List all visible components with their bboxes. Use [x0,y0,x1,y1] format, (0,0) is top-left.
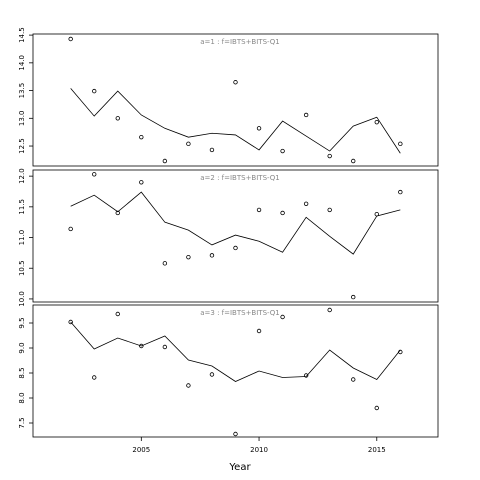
point [303,112,309,118]
point [280,148,285,154]
line [70,191,401,255]
y-tick-label: 8.0 [18,392,26,403]
point [303,201,309,206]
point [68,319,73,325]
panel-title: a=3 : f=IBTS+BITS-Q1 [200,309,280,317]
point [92,172,97,177]
x-axis-label: Year [228,462,251,473]
point [92,88,97,94]
point [68,36,73,42]
point [351,377,356,382]
x-tick-label: 2015 [368,446,386,454]
x-tick-label: 2010 [250,446,268,454]
point [280,314,285,320]
point [162,158,168,164]
line [70,321,401,382]
panel-frame [32,33,439,167]
point [186,141,191,147]
y-tick-label: 11.0 [18,230,26,246]
point [233,245,238,251]
y-tick-label: 8.5 [18,367,26,378]
y-tick-label: 9.5 [18,317,26,328]
panel-title: a=2 : f=IBTS+BITS-Q1 [200,174,280,182]
point [256,328,262,334]
x-tick-label: 2005 [132,446,150,454]
panel-frame [32,304,439,438]
y-tick-label: 12.5 [18,138,26,154]
point [209,147,215,153]
point [351,294,356,300]
point [92,375,97,380]
point [68,226,73,232]
y-tick-label: 11.5 [18,199,26,215]
y-tick-label: 12.0 [18,168,26,184]
point [162,261,168,266]
point [115,311,120,317]
point [115,210,120,216]
panel-title: a=1 : f=IBTS+BITS-Q1 [200,38,280,46]
point [303,373,309,378]
y-tick-label: 7.5 [18,417,26,428]
point [327,307,332,313]
y-tick-label: 10.0 [18,291,26,307]
point [256,126,262,131]
point [374,119,379,125]
y-tick-label: 10.5 [18,260,26,276]
point [209,253,215,258]
point [374,405,379,411]
point [233,80,238,85]
point [351,158,356,164]
point [186,254,191,260]
panel-frame [32,169,439,303]
y-tick-label: 14.5 [18,27,26,43]
point [327,207,332,213]
y-tick-label: 14.0 [18,55,26,71]
point [280,210,285,216]
point [398,141,403,147]
point [256,207,262,213]
y-tick-label: 13.5 [18,83,26,99]
y-tick-label: 13.0 [18,111,26,127]
point [139,343,144,349]
line [70,88,401,154]
point [327,153,332,159]
point [139,180,144,185]
point [115,116,120,121]
point [209,372,215,377]
y-tick-label: 9.0 [18,342,26,353]
point [398,189,403,195]
point [162,344,168,350]
point [186,383,191,388]
point [233,431,238,437]
point [139,134,144,140]
